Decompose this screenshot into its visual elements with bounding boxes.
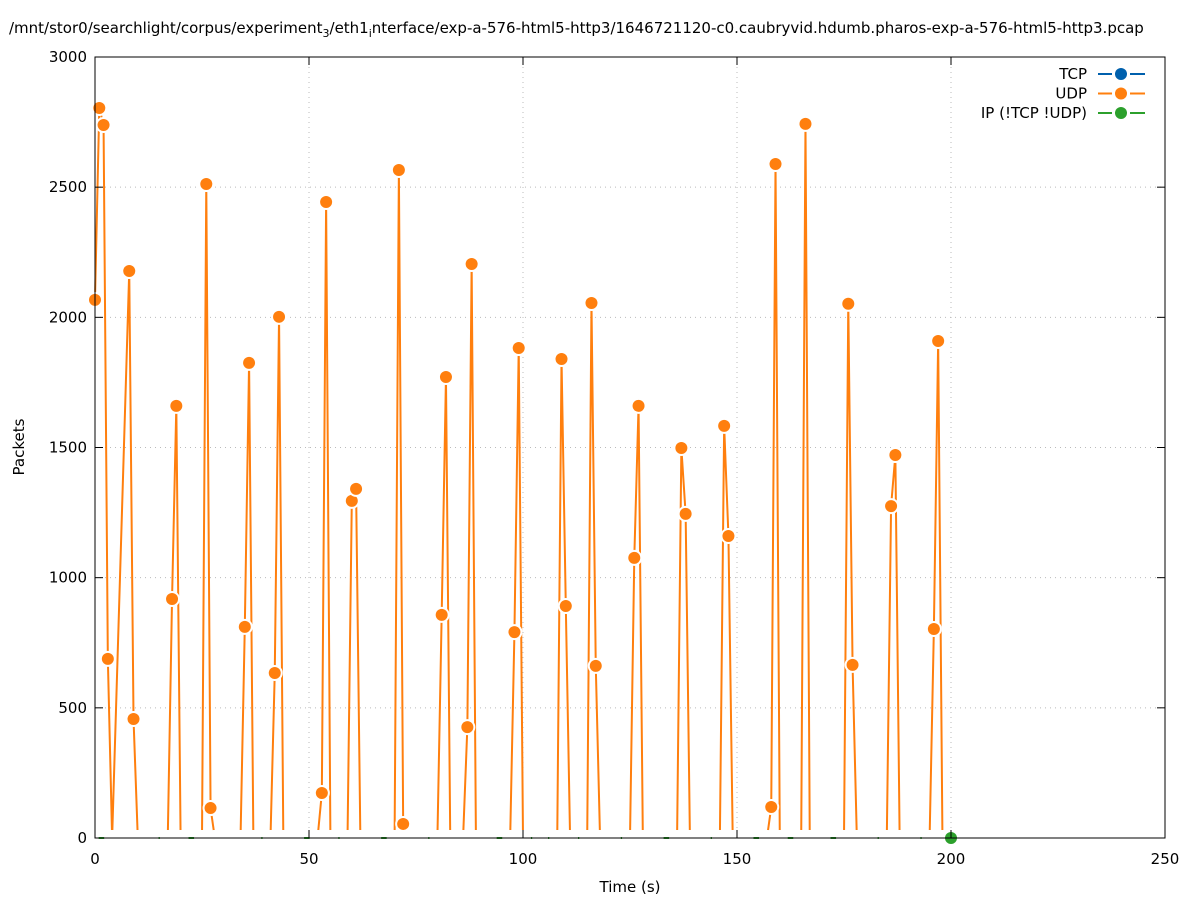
data-point <box>765 801 778 814</box>
data-point <box>127 713 140 726</box>
data-point <box>123 264 136 277</box>
y-tick-label: 1000 <box>49 569 87 587</box>
data-point <box>889 449 902 462</box>
series-layer <box>82 100 1165 846</box>
data-point <box>842 297 855 310</box>
data-point <box>628 551 641 564</box>
title-part: nterface/exp-a-576-html5-http3/164672112… <box>371 19 1144 37</box>
data-point <box>93 102 106 115</box>
data-point <box>799 117 812 130</box>
data-point <box>508 626 521 639</box>
title-subscript: i <box>368 27 372 40</box>
data-point <box>350 482 363 495</box>
data-point <box>769 157 782 170</box>
data-point <box>345 494 358 507</box>
data-point <box>273 310 286 323</box>
y-tick-label: 2000 <box>49 308 87 326</box>
data-point <box>722 530 735 543</box>
data-point <box>204 802 217 815</box>
data-point <box>559 600 572 613</box>
data-point <box>461 721 474 734</box>
data-point <box>589 659 602 672</box>
title-part: /mnt/stor0/searchlight/corpus/experiment <box>9 19 323 37</box>
data-point <box>465 257 478 270</box>
chart-title: /mnt/stor0/searchlight/corpus/experiment… <box>9 19 1144 40</box>
data-point <box>166 593 179 606</box>
x-tick-label: 250 <box>1151 850 1180 868</box>
x-tick-label: 100 <box>509 850 538 868</box>
data-point <box>320 196 333 209</box>
data-point <box>439 370 452 383</box>
data-point <box>315 786 328 799</box>
legend-label: IP (!TCP !UDP) <box>981 104 1087 122</box>
x-tick-label: 50 <box>299 850 318 868</box>
data-point <box>397 817 410 830</box>
x-tick-label: 150 <box>723 850 752 868</box>
data-point <box>97 118 110 131</box>
data-point <box>392 163 405 176</box>
x-tick-label: 0 <box>90 850 100 868</box>
data-point <box>675 442 688 455</box>
data-point <box>200 178 213 191</box>
data-point <box>555 352 568 365</box>
legend-marker <box>1115 87 1127 100</box>
data-point <box>101 652 114 665</box>
legend-marker <box>1115 107 1127 119</box>
y-tick-label: 0 <box>77 829 87 847</box>
data-point <box>932 335 945 348</box>
data-point <box>927 622 940 635</box>
legend-marker <box>1115 68 1127 80</box>
y-axis-label: Packets <box>10 418 28 475</box>
data-point <box>243 356 256 369</box>
grid <box>95 57 1165 838</box>
plot-frame <box>94 56 1166 839</box>
data-point <box>170 399 183 412</box>
title-part: /eth1 <box>329 19 369 37</box>
y-tick-label: 1500 <box>49 439 87 457</box>
data-point <box>268 666 281 679</box>
title-subscript: 3 <box>322 27 330 40</box>
data-point <box>679 507 692 520</box>
data-point <box>718 419 731 432</box>
data-point <box>512 342 525 355</box>
legend-label: UDP <box>1055 85 1087 103</box>
legend-label: TCP <box>1058 65 1087 83</box>
y-tick-label: 3000 <box>49 48 87 66</box>
y-tick-label: 2500 <box>49 178 87 196</box>
data-point <box>632 399 645 412</box>
data-point <box>885 500 898 513</box>
x-axis-label: Time (s) <box>599 878 661 896</box>
y-tick-label: 500 <box>58 699 87 717</box>
data-point <box>435 608 448 621</box>
data-point <box>238 620 251 633</box>
data-point <box>585 297 598 310</box>
data-point <box>846 658 859 671</box>
x-tick-label: 200 <box>937 850 966 868</box>
series-line <box>94 107 944 839</box>
series-udp <box>87 100 951 846</box>
